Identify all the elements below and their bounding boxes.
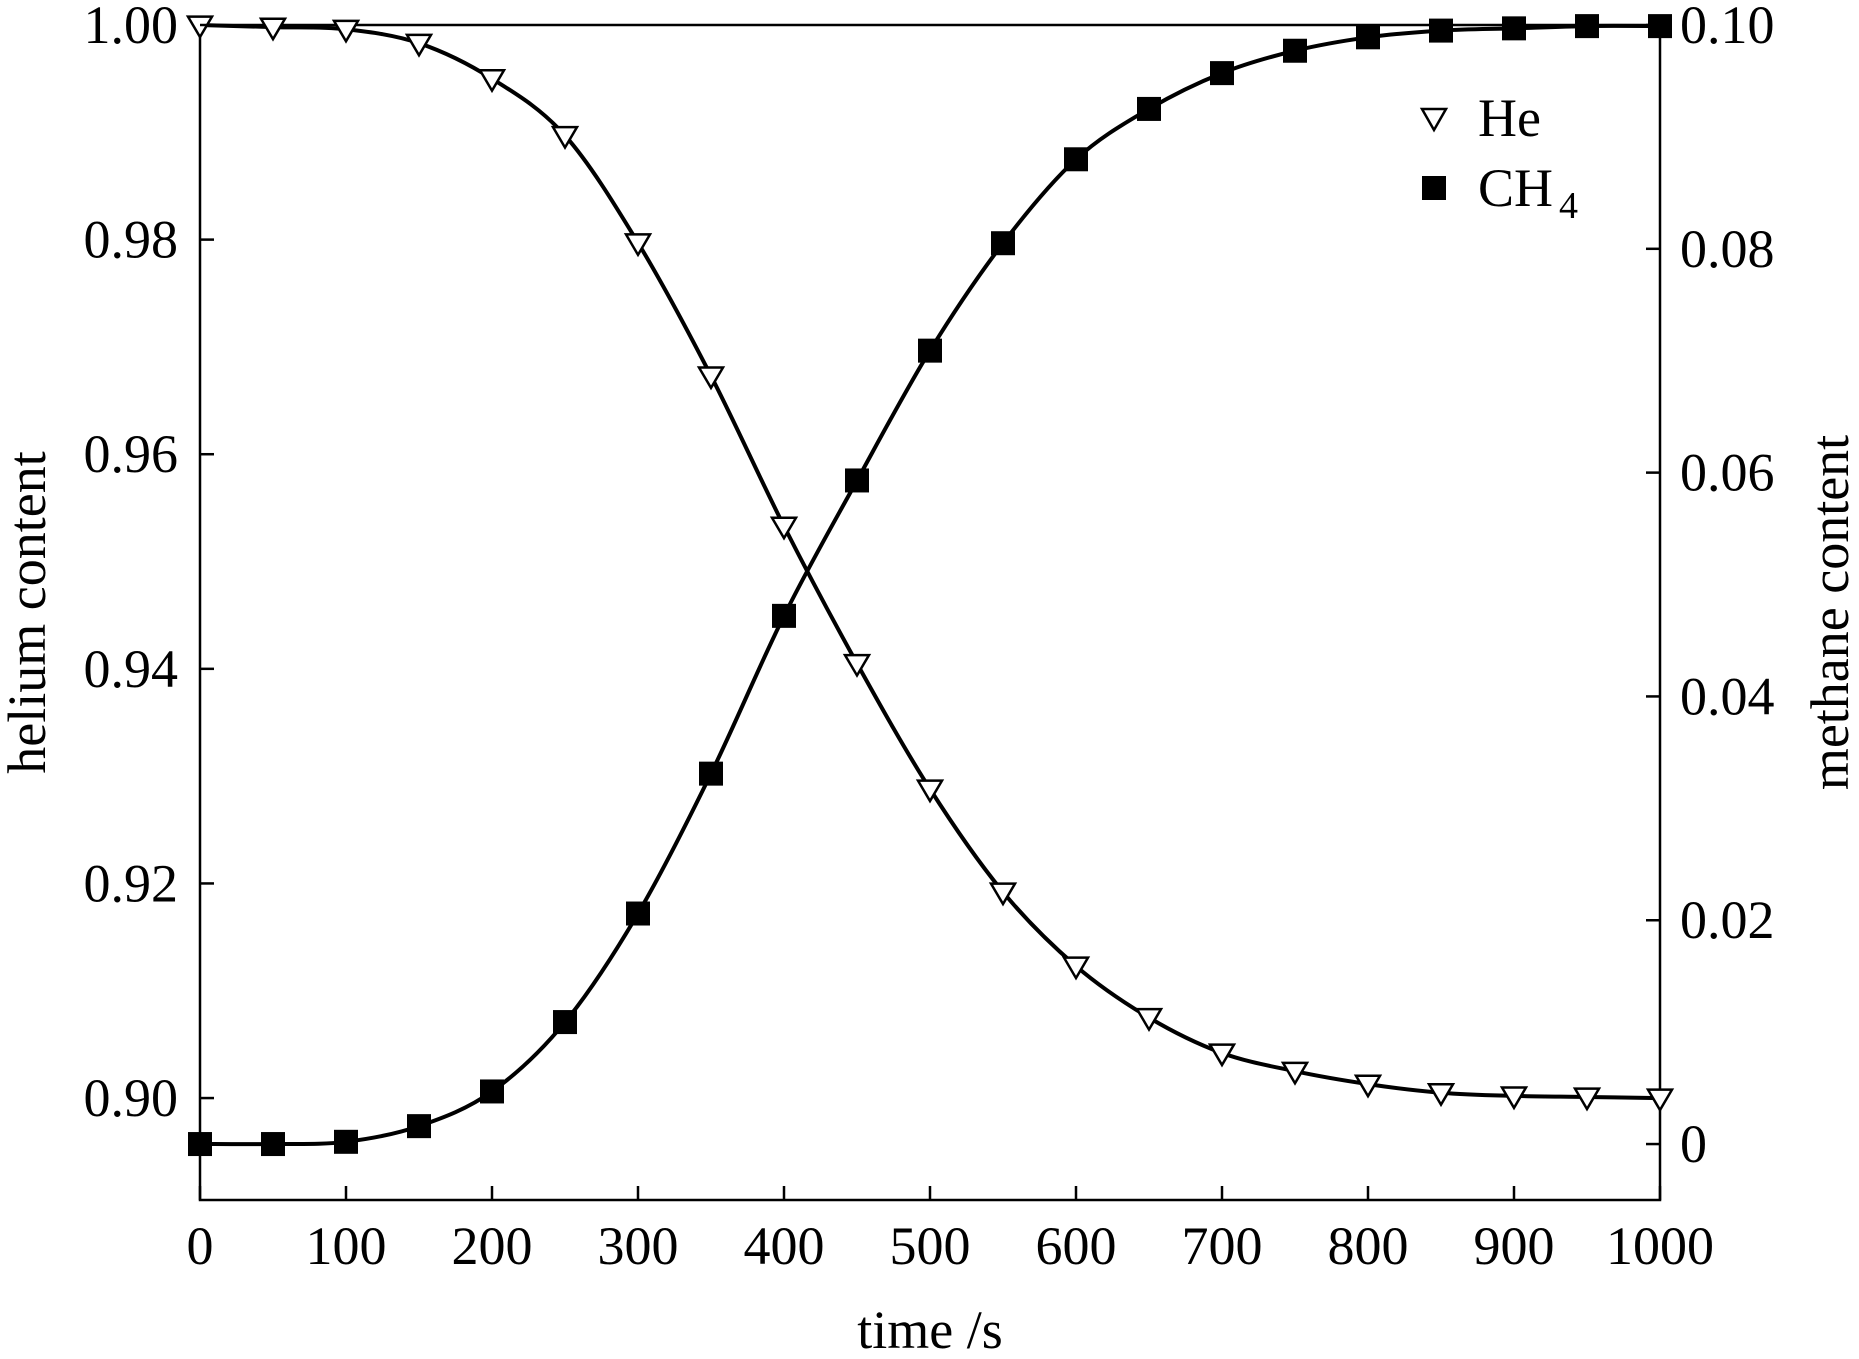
legend-ch4-label-subscript: 4 [1559, 185, 1578, 227]
ch4-data-point [991, 231, 1015, 256]
ch4-data-point [261, 1132, 285, 1157]
he-data-point [1207, 1043, 1237, 1068]
x-tick-label: 1000 [1606, 1216, 1714, 1276]
x-tick-label: 200 [452, 1216, 533, 1276]
he-data-point [404, 33, 434, 58]
right-y-tick-label: 0.06 [1680, 443, 1775, 503]
he-data-point [988, 882, 1018, 907]
left-y-tick-label: 0.98 [84, 210, 179, 270]
x-tick-label: 0 [187, 1216, 214, 1276]
x-tick-label: 100 [306, 1216, 387, 1276]
x-tick-label: 300 [598, 1216, 679, 1276]
x-tick-label: 600 [1036, 1216, 1117, 1276]
ch4-data-point [1356, 25, 1380, 50]
left-y-tick-label: 1.00 [84, 0, 179, 55]
he-data-point [842, 653, 872, 678]
marker-group [185, 14, 1675, 1157]
left-y-tick-label: 0.94 [84, 639, 179, 699]
ch4-data-point [1429, 18, 1453, 43]
ch4-data-point [772, 603, 796, 628]
he-data-point [769, 516, 799, 541]
ticks-group: 0 100 200 300 400 500 600 700 800 900 1000 0.90 0.92… [84, 0, 1775, 1276]
right-y-tick-label: 0.10 [1680, 0, 1775, 55]
ch4-data-point [699, 761, 723, 786]
ch4-data-point [1064, 147, 1088, 172]
legend-ch4-marker [1422, 176, 1446, 200]
ch4-data-point [480, 1079, 504, 1104]
he-data-point [696, 366, 726, 391]
he-data-point [623, 233, 653, 258]
he-data-point [1134, 1007, 1164, 1033]
x-tick-label: 800 [1328, 1216, 1409, 1276]
ch4-data-point [1283, 38, 1307, 63]
ch4-data-point [553, 1010, 577, 1035]
he-data-point [915, 779, 945, 804]
x-axis-title: time /s [857, 1300, 1003, 1359]
legend-he-marker [1419, 107, 1449, 133]
he-data-point [1061, 956, 1091, 981]
ch4-data-point [1575, 14, 1599, 39]
he-data-point [477, 69, 507, 94]
x-tick-label: 700 [1182, 1216, 1263, 1276]
left-y-axis-title: helium content [0, 451, 57, 773]
ch4-data-point [1210, 61, 1234, 86]
he-data-point [1280, 1061, 1310, 1086]
left-y-tick-label: 0.96 [84, 424, 179, 484]
ch4-data-point [1137, 96, 1161, 121]
he-data-point [1499, 1086, 1529, 1111]
legend-he-label: He [1478, 88, 1541, 148]
he-data-point [1572, 1087, 1602, 1112]
he-data-point [258, 17, 288, 42]
he-data-point [331, 19, 361, 44]
plot-frame [198, 23, 1662, 1202]
legend-ch4-label-main: CH [1478, 158, 1553, 218]
ch4-data-point [407, 1114, 431, 1139]
ch4-data-point [334, 1129, 358, 1154]
ch4-data-point [188, 1132, 212, 1157]
right-y-tick-label: 0 [1680, 1114, 1707, 1174]
x-tick-label: 400 [744, 1216, 825, 1276]
he-data-point [1645, 1088, 1675, 1113]
he-data-point [1426, 1083, 1456, 1108]
ch4-data-point [1502, 16, 1526, 41]
left-y-tick-label: 0.90 [84, 1068, 179, 1128]
x-tick-label: 500 [890, 1216, 971, 1276]
he-data-point [550, 125, 580, 150]
ch4-data-point [626, 901, 650, 926]
he-data-point [185, 15, 215, 40]
right-y-tick-label: 0.04 [1680, 666, 1775, 726]
legend-ch4-label: CH 4 [1478, 158, 1578, 227]
x-tick-label: 900 [1474, 1216, 1555, 1276]
legend: He CH 4 [1419, 88, 1578, 227]
left-y-tick-label: 0.92 [84, 853, 179, 913]
right-y-tick-label: 0.02 [1680, 890, 1775, 950]
right-y-tick-label: 0.08 [1680, 219, 1775, 279]
plot-frame-group [198, 23, 1662, 1202]
right-y-axis-title: methane content [1800, 435, 1859, 790]
ch4-data-point [918, 338, 942, 363]
ch4-data-point [845, 468, 869, 493]
he-data-point [1353, 1074, 1383, 1099]
he-series-line [199, 23, 1661, 1101]
